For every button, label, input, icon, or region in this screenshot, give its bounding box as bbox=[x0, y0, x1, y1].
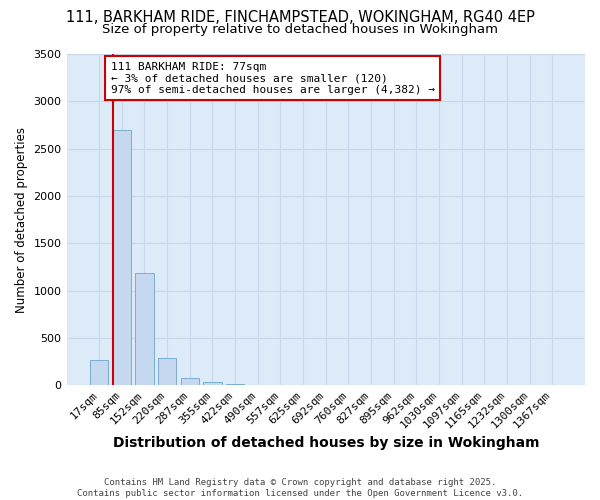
X-axis label: Distribution of detached houses by size in Wokingham: Distribution of detached houses by size … bbox=[113, 436, 539, 450]
Y-axis label: Number of detached properties: Number of detached properties bbox=[15, 126, 28, 312]
Bar bbox=[203, 382, 221, 385]
Bar bbox=[90, 360, 108, 385]
Bar bbox=[113, 130, 131, 385]
Bar bbox=[158, 358, 176, 385]
Bar bbox=[136, 272, 154, 385]
Text: Contains HM Land Registry data © Crown copyright and database right 2025.
Contai: Contains HM Land Registry data © Crown c… bbox=[77, 478, 523, 498]
Bar bbox=[226, 384, 244, 385]
Text: 111, BARKHAM RIDE, FINCHAMPSTEAD, WOKINGHAM, RG40 4EP: 111, BARKHAM RIDE, FINCHAMPSTEAD, WOKING… bbox=[65, 10, 535, 25]
Bar bbox=[181, 378, 199, 385]
Text: Size of property relative to detached houses in Wokingham: Size of property relative to detached ho… bbox=[102, 22, 498, 36]
Text: 111 BARKHAM RIDE: 77sqm
← 3% of detached houses are smaller (120)
97% of semi-de: 111 BARKHAM RIDE: 77sqm ← 3% of detached… bbox=[110, 62, 434, 95]
